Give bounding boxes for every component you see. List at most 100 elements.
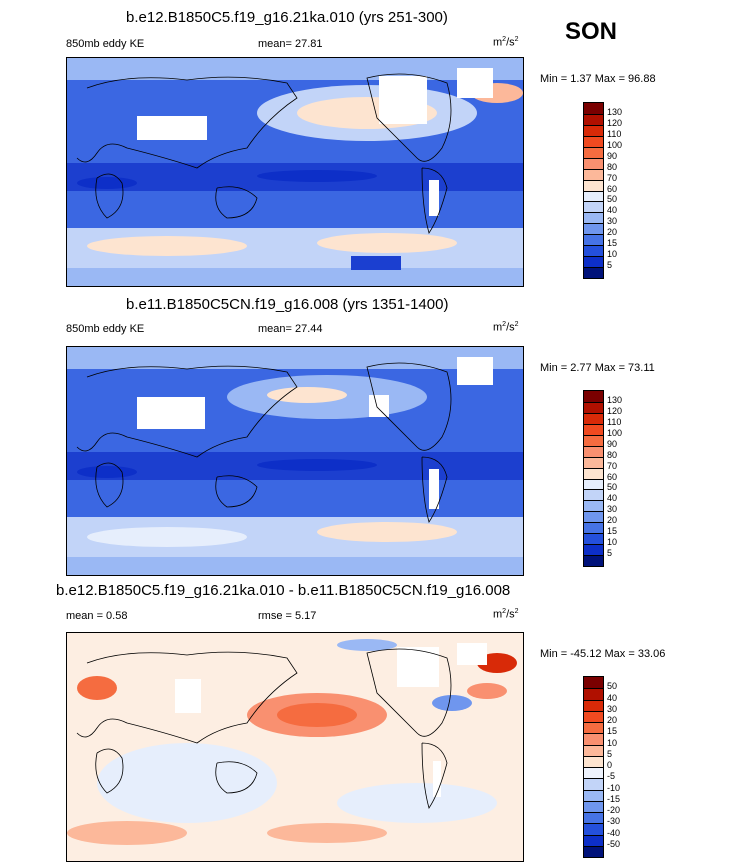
colorbar-segment [584, 168, 603, 180]
panel1-center-label: mean= 27.81 [258, 38, 323, 50]
colorbar-segment [584, 113, 603, 125]
colorbar-tick-label: 80 [607, 449, 618, 460]
colorbar-segment [584, 157, 603, 169]
colorbar-tick-label: 50 [607, 482, 618, 493]
colorbar-tick-label: -30 [607, 816, 621, 827]
colorbar-segment [584, 489, 603, 501]
colorbar-segment [584, 710, 603, 722]
colorbar-tick-label: 40 [607, 493, 618, 504]
colorbar-tick-label: 5 [607, 548, 613, 559]
colorbar-tick-label: -10 [607, 782, 621, 793]
panel3-minmax: Min = -45.12 Max = 33.06 [540, 648, 666, 660]
colorbar-segment [584, 456, 603, 468]
colorbar-segment [584, 391, 603, 402]
panel2-minmax: Min = 2.77 Max = 73.11 [540, 362, 655, 374]
colorbar-tick-label: 50 [607, 194, 618, 205]
colorbar-tick-label: 5 [607, 748, 613, 759]
colorbar-segment [584, 845, 603, 857]
colorbar-tick-label: 90 [607, 150, 618, 161]
colorbar-segment [584, 434, 603, 446]
panel1-map [66, 57, 524, 287]
panel2-colorbar [583, 390, 604, 567]
colorbar-segment [584, 467, 603, 479]
colorbar-segment [584, 522, 603, 534]
panel3-left-label: mean = 0.58 [66, 610, 128, 622]
colorbar-tick-label: -20 [607, 805, 621, 815]
colorbar-tick-label: 15 [607, 238, 618, 249]
panel1-title: b.e12.B1850C5.f19_g16.21ka.010 (yrs 251-… [126, 9, 448, 26]
colorbar-segment [584, 179, 603, 191]
colorbar-segment [584, 544, 603, 556]
colorbar-tick-label: 15 [607, 526, 618, 537]
panel3-title: b.e12.B1850C5.f19_g16.21ka.010 - b.e11.B… [56, 582, 511, 599]
colorbar-tick-label: 20 [607, 715, 618, 725]
panel3-colorbar-ticks: 50 40 30 20 15 10 5 0 -5 -10 -15 -20 -30 -40 -50 [607, 676, 647, 856]
colorbar-segment [584, 688, 603, 700]
colorbar-segment [584, 767, 603, 779]
panel1-colorbar [583, 102, 604, 279]
colorbar-tick-label: 10 [607, 249, 618, 260]
panel3-map [66, 632, 524, 862]
colorbar-tick-label: 90 [607, 438, 618, 449]
colorbar-tick-label: 30 [607, 504, 618, 515]
panel1-colorbar-ticks: 130 120 110 100 90 80 70 60 50 40 30 20 15 10 5 [607, 102, 647, 277]
colorbar-tick-label: 30 [607, 703, 618, 714]
colorbar-segment [584, 778, 603, 790]
colorbar-tick-label: 10 [607, 737, 618, 748]
colorbar-segment [584, 146, 603, 158]
colorbar-segment [584, 755, 603, 767]
colorbar-tick-label: 80 [607, 161, 618, 172]
colorbar-tick-label: 100 [607, 139, 623, 150]
panel3-colorbar [583, 676, 604, 858]
colorbar-segment [584, 190, 603, 202]
colorbar-segment [584, 500, 603, 512]
colorbar-segment [584, 555, 603, 566]
colorbar-tick-label: 60 [607, 471, 618, 482]
colorbar-segment [584, 445, 603, 457]
panel2-center-label: mean= 27.44 [258, 323, 323, 335]
colorbar-segment [584, 135, 603, 147]
colorbar-tick-label: 110 [607, 128, 622, 139]
colorbar-tick-label: 0 [607, 760, 613, 770]
colorbar-segment [584, 234, 603, 246]
season-label: SON [565, 18, 618, 45]
colorbar-tick-label: 50 [607, 681, 618, 692]
colorbar-segment [584, 699, 603, 711]
colorbar-tick-label: 130 [607, 394, 623, 405]
colorbar-tick-label: 20 [607, 227, 618, 238]
panel2-units: m2/s2 [493, 321, 519, 334]
colorbar-tick-label: 130 [607, 106, 623, 117]
colorbar-tick-label: 100 [607, 427, 623, 438]
colorbar-segment [584, 478, 603, 490]
colorbar-segment [584, 722, 603, 734]
colorbar-segment [584, 423, 603, 435]
colorbar-segment [584, 677, 603, 689]
colorbar-segment [584, 834, 603, 846]
panel1-units: m2/s2 [493, 36, 519, 49]
panel3-center-label: rmse = 5.17 [258, 610, 317, 622]
colorbar-tick-label: 70 [607, 460, 618, 471]
colorbar-segment [584, 733, 603, 745]
colorbar-segment [584, 744, 603, 756]
colorbar-segment [584, 812, 603, 824]
colorbar-segment [584, 412, 603, 424]
colorbar-tick-label: 120 [607, 405, 623, 416]
colorbar-tick-label: 110 [607, 416, 622, 427]
colorbar-segment [584, 511, 603, 523]
colorbar-tick-label: 40 [607, 205, 618, 216]
colorbar-segment [584, 212, 603, 224]
colorbar-segment [584, 401, 603, 413]
panel1-left-label: 850mb eddy KE [66, 38, 145, 50]
colorbar-segment [584, 245, 603, 257]
panel2-left-label: 850mb eddy KE [66, 323, 145, 335]
panel2-title: b.e11.B1850C5CN.f19_g16.008 (yrs 1351-14… [126, 296, 449, 313]
colorbar-tick-label: 70 [607, 172, 618, 183]
colorbar-segment [584, 823, 603, 835]
colorbar-tick-label: 10 [607, 537, 618, 548]
colorbar-tick-label: 40 [607, 692, 618, 703]
colorbar-segment [584, 256, 603, 268]
colorbar-tick-label: 20 [607, 515, 618, 526]
panel2-map [66, 346, 524, 576]
colorbar-segment [584, 124, 603, 136]
colorbar-tick-label: 60 [607, 183, 618, 194]
